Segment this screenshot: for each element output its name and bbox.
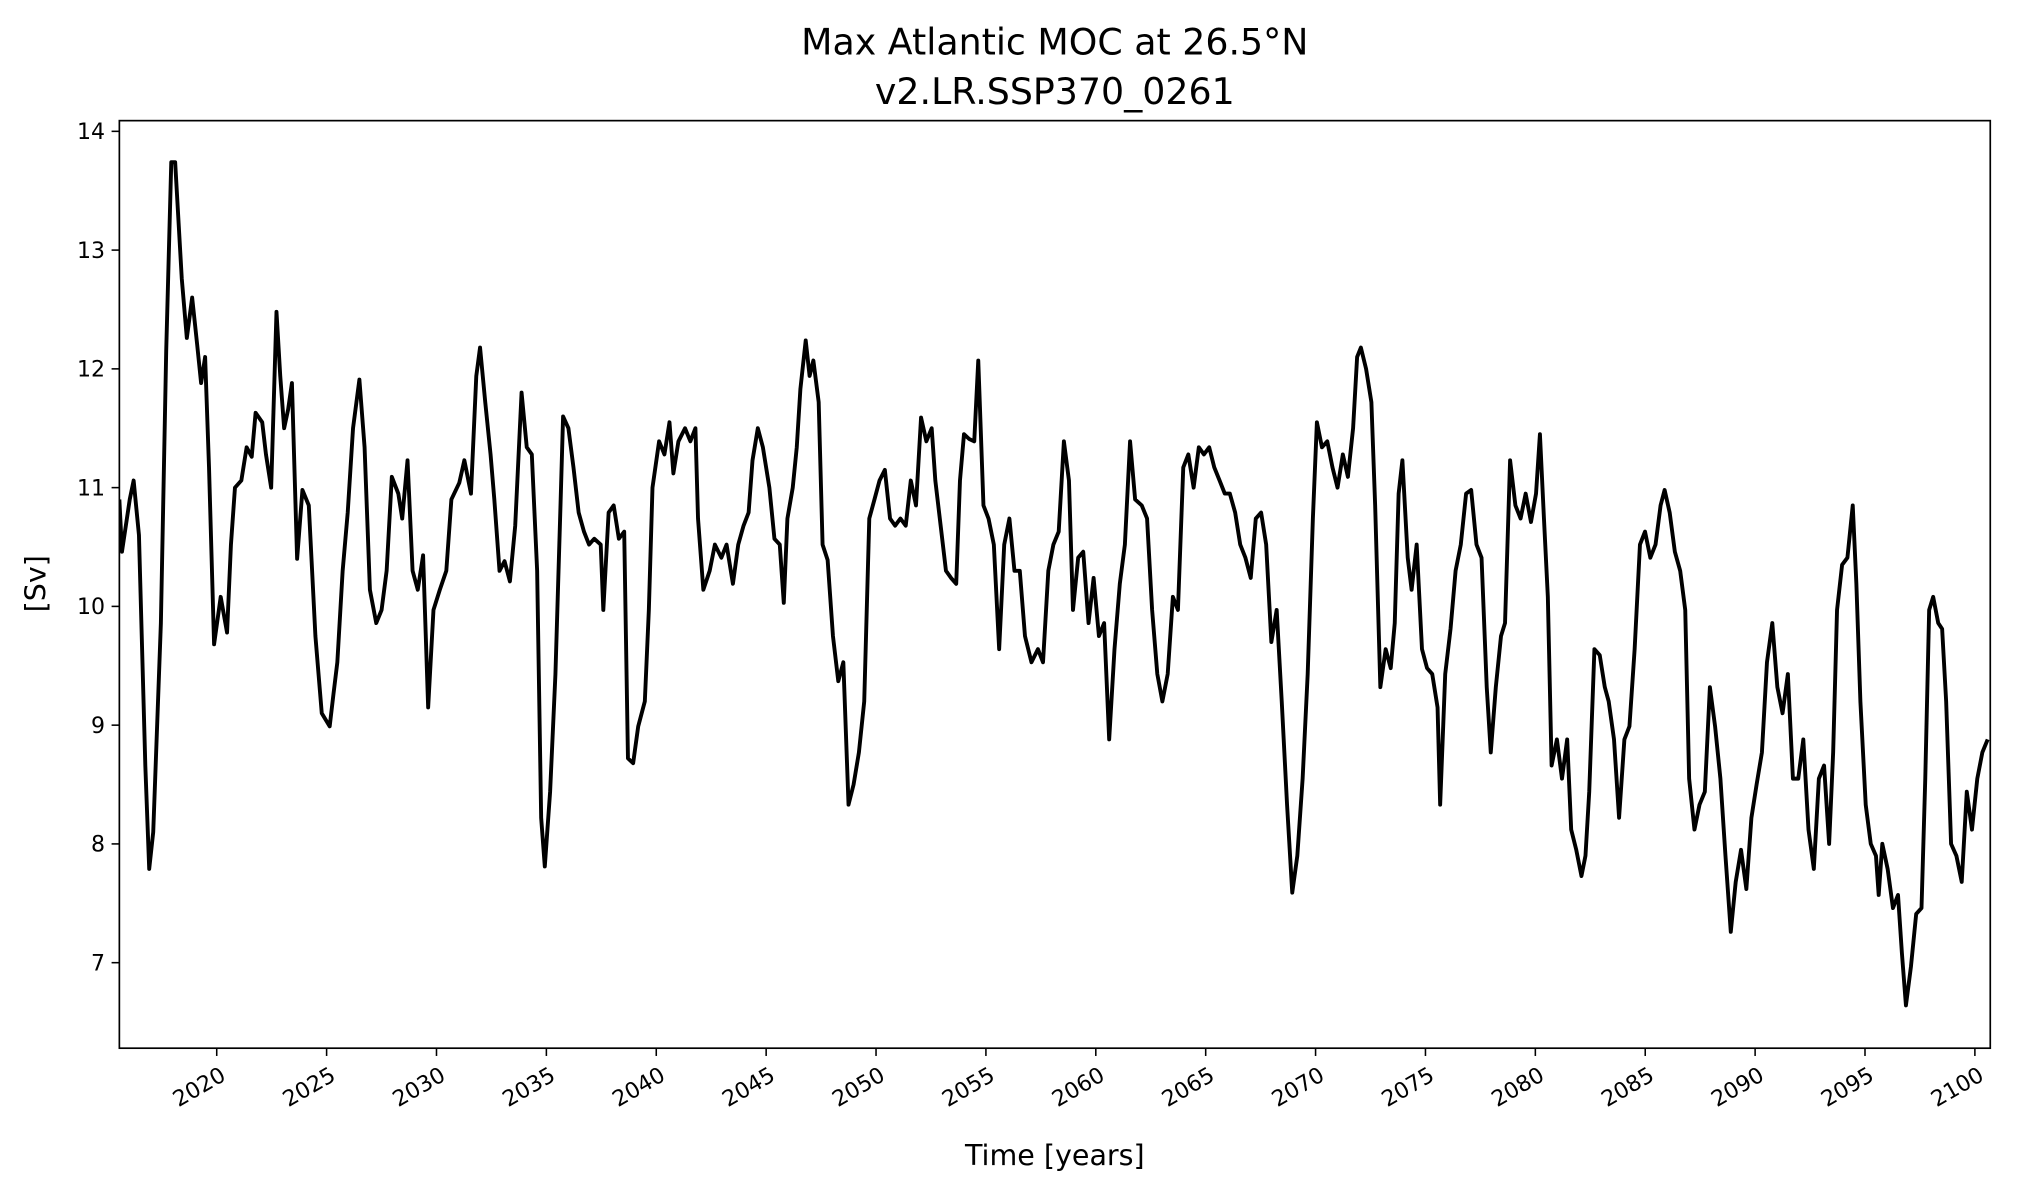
x-tick-label: 2050 <box>828 1063 889 1113</box>
x-tick-label: 2025 <box>279 1063 340 1113</box>
y-tick-label: 12 <box>77 358 105 383</box>
x-tick-label: 2060 <box>1048 1063 1109 1113</box>
x-tick-label: 2045 <box>718 1063 779 1113</box>
plot-frame <box>118 119 1992 1050</box>
x-tick-label: 2070 <box>1268 1063 1329 1113</box>
x-tick-label: 2080 <box>1488 1063 1549 1113</box>
x-tick-label: 2095 <box>1817 1063 1878 1113</box>
y-tick-label: 7 <box>91 951 105 976</box>
x-tick-label: 2020 <box>169 1063 230 1113</box>
y-tick-label: 14 <box>77 120 105 145</box>
y-tick-label: 11 <box>77 476 105 501</box>
y-tick-label: 13 <box>77 239 105 264</box>
series-line <box>119 160 1990 1008</box>
y-axis-label: [Sv] <box>19 555 52 612</box>
y-tick-label: 10 <box>77 595 105 620</box>
x-tick-label: 2035 <box>499 1063 560 1113</box>
y-tick-label: 8 <box>91 833 105 858</box>
x-tick-label: 2030 <box>389 1063 450 1113</box>
x-tick-label: 2055 <box>938 1063 999 1113</box>
chart-title: Max Atlantic MOC at 26.5°N <box>801 20 1308 63</box>
x-tick-label: 2065 <box>1158 1063 1219 1113</box>
x-tick-label: 2075 <box>1378 1063 1439 1113</box>
x-axis: 2020 2025 2030 2035 2040 2045 2050 2055 2060 2065… <box>169 1048 1988 1113</box>
y-axis: 7 8 9 10 11 12 13 14 <box>77 120 120 976</box>
chart-subtitle: v2.LR.SSP370_0261 <box>875 70 1235 113</box>
y-tick-label: 9 <box>91 714 105 739</box>
x-tick-label: 2090 <box>1707 1063 1768 1113</box>
x-tick-label: 2085 <box>1598 1063 1659 1113</box>
x-axis-label: Time [years] <box>964 1139 1145 1172</box>
x-tick-label: 2100 <box>1927 1063 1988 1113</box>
x-tick-label: 2040 <box>609 1063 670 1113</box>
